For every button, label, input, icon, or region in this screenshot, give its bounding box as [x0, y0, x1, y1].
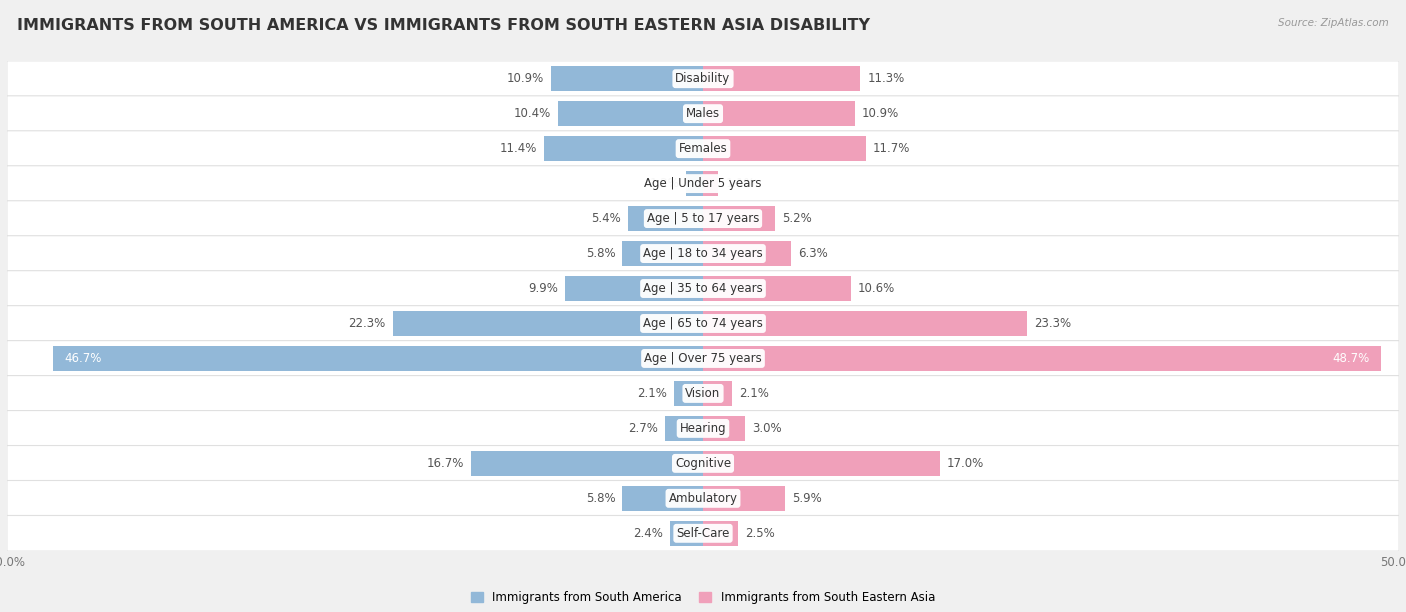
- Text: Females: Females: [679, 142, 727, 155]
- Text: Hearing: Hearing: [679, 422, 727, 435]
- Bar: [703, 451, 939, 476]
- Legend: Immigrants from South America, Immigrants from South Eastern Asia: Immigrants from South America, Immigrant…: [467, 586, 939, 608]
- Text: 1.2%: 1.2%: [650, 177, 679, 190]
- FancyBboxPatch shape: [7, 515, 1399, 551]
- Bar: [673, 381, 703, 406]
- Bar: [623, 241, 703, 266]
- Bar: [53, 346, 703, 371]
- Text: 48.7%: 48.7%: [1333, 352, 1369, 365]
- Bar: [703, 346, 1381, 371]
- Text: Age | 65 to 74 years: Age | 65 to 74 years: [643, 317, 763, 330]
- Text: 5.8%: 5.8%: [586, 492, 616, 505]
- Text: 11.7%: 11.7%: [873, 142, 910, 155]
- Bar: [558, 101, 703, 126]
- Text: 46.7%: 46.7%: [65, 352, 101, 365]
- Text: 2.7%: 2.7%: [628, 422, 658, 435]
- FancyBboxPatch shape: [7, 271, 1399, 307]
- Bar: [703, 486, 785, 511]
- FancyBboxPatch shape: [7, 305, 1399, 341]
- FancyBboxPatch shape: [7, 446, 1399, 481]
- FancyBboxPatch shape: [7, 131, 1399, 166]
- Bar: [669, 521, 703, 546]
- FancyBboxPatch shape: [7, 96, 1399, 132]
- Bar: [623, 486, 703, 511]
- Text: 2.1%: 2.1%: [637, 387, 666, 400]
- Text: 22.3%: 22.3%: [349, 317, 385, 330]
- FancyBboxPatch shape: [7, 341, 1399, 376]
- FancyBboxPatch shape: [7, 236, 1399, 271]
- Text: Ambulatory: Ambulatory: [668, 492, 738, 505]
- Text: 17.0%: 17.0%: [946, 457, 984, 470]
- Text: Age | 35 to 64 years: Age | 35 to 64 years: [643, 282, 763, 295]
- FancyBboxPatch shape: [7, 201, 1399, 236]
- Text: 10.9%: 10.9%: [862, 107, 898, 120]
- Bar: [703, 171, 718, 196]
- FancyBboxPatch shape: [7, 376, 1399, 411]
- Bar: [703, 276, 851, 301]
- Text: 10.6%: 10.6%: [858, 282, 894, 295]
- Text: Source: ZipAtlas.com: Source: ZipAtlas.com: [1278, 18, 1389, 28]
- Bar: [471, 451, 703, 476]
- Text: 2.5%: 2.5%: [745, 527, 775, 540]
- Text: 2.4%: 2.4%: [633, 527, 662, 540]
- Text: 11.3%: 11.3%: [868, 72, 904, 85]
- Text: 10.9%: 10.9%: [508, 72, 544, 85]
- Text: Self-Care: Self-Care: [676, 527, 730, 540]
- Bar: [565, 276, 703, 301]
- Text: 2.1%: 2.1%: [740, 387, 769, 400]
- Text: 5.2%: 5.2%: [782, 212, 813, 225]
- FancyBboxPatch shape: [7, 411, 1399, 446]
- Bar: [665, 416, 703, 441]
- Text: 1.1%: 1.1%: [725, 177, 755, 190]
- Bar: [551, 66, 703, 91]
- Bar: [703, 206, 775, 231]
- Text: IMMIGRANTS FROM SOUTH AMERICA VS IMMIGRANTS FROM SOUTH EASTERN ASIA DISABILITY: IMMIGRANTS FROM SOUTH AMERICA VS IMMIGRA…: [17, 18, 870, 34]
- FancyBboxPatch shape: [7, 480, 1399, 516]
- Text: 6.3%: 6.3%: [797, 247, 827, 260]
- FancyBboxPatch shape: [7, 61, 1399, 97]
- Bar: [703, 381, 733, 406]
- Text: Age | 18 to 34 years: Age | 18 to 34 years: [643, 247, 763, 260]
- Text: 16.7%: 16.7%: [426, 457, 464, 470]
- Text: Disability: Disability: [675, 72, 731, 85]
- Text: 23.3%: 23.3%: [1035, 317, 1071, 330]
- FancyBboxPatch shape: [7, 166, 1399, 201]
- Bar: [703, 521, 738, 546]
- Text: Vision: Vision: [685, 387, 721, 400]
- Text: Age | 5 to 17 years: Age | 5 to 17 years: [647, 212, 759, 225]
- Bar: [703, 136, 866, 161]
- Text: Age | Under 5 years: Age | Under 5 years: [644, 177, 762, 190]
- Text: Age | Over 75 years: Age | Over 75 years: [644, 352, 762, 365]
- Bar: [703, 66, 860, 91]
- Bar: [703, 311, 1028, 336]
- Text: Cognitive: Cognitive: [675, 457, 731, 470]
- Text: 5.4%: 5.4%: [591, 212, 621, 225]
- Text: 5.8%: 5.8%: [586, 247, 616, 260]
- Text: 10.4%: 10.4%: [515, 107, 551, 120]
- Bar: [628, 206, 703, 231]
- Bar: [392, 311, 703, 336]
- Bar: [544, 136, 703, 161]
- Bar: [686, 171, 703, 196]
- Text: Males: Males: [686, 107, 720, 120]
- Text: 3.0%: 3.0%: [752, 422, 782, 435]
- Bar: [703, 241, 790, 266]
- Bar: [703, 101, 855, 126]
- Text: 5.9%: 5.9%: [792, 492, 823, 505]
- Text: 9.9%: 9.9%: [529, 282, 558, 295]
- Bar: [703, 416, 745, 441]
- Text: 11.4%: 11.4%: [501, 142, 537, 155]
